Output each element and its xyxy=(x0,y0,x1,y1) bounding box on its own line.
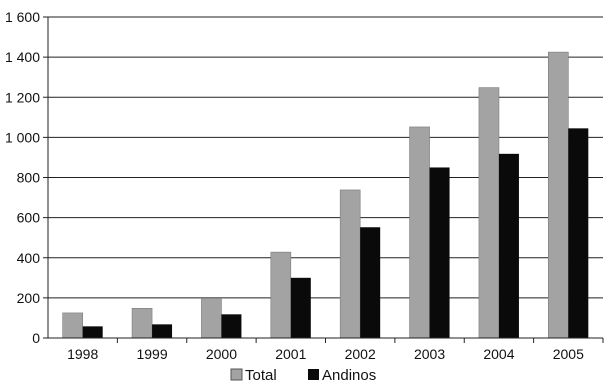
bars xyxy=(62,51,589,339)
legend-swatch-andinos xyxy=(308,369,319,380)
bar-total-2000 xyxy=(201,297,222,339)
bar-andinos-2000 xyxy=(221,314,242,338)
bar-andinos-1999 xyxy=(152,324,173,338)
bar-total-1999 xyxy=(131,308,153,339)
x-tick-label: 1998 xyxy=(67,346,98,362)
bar-total-2002 xyxy=(339,189,361,339)
axes xyxy=(43,16,604,343)
bar-andinos-1998 xyxy=(82,326,103,338)
bar-total-2005 xyxy=(548,51,569,339)
bar-total-2001 xyxy=(270,251,292,339)
bar-total-2004 xyxy=(478,87,500,339)
x-tick-label: 1999 xyxy=(136,346,167,362)
x-tick-labels: 1998 1999 2000 2001 2002 2003 2004 2005 xyxy=(67,346,584,362)
y-tick-label: 400 xyxy=(17,250,41,266)
bar-andinos-2004 xyxy=(498,153,519,338)
y-tick-labels: 0 200 400 600 800 1 000 1 200 1 400 1 600 xyxy=(5,9,40,346)
legend-label-andinos: Andinos xyxy=(322,367,376,384)
bar-andinos-2003 xyxy=(429,167,450,338)
bar-andinos-2002 xyxy=(360,227,381,338)
y-tick-label: 600 xyxy=(17,210,41,226)
y-tick-label: 1 400 xyxy=(5,49,40,65)
x-tick-label: 2002 xyxy=(345,346,376,362)
x-tick-label: 2003 xyxy=(414,346,445,362)
x-tick-label: 2000 xyxy=(206,346,237,362)
x-tick-label: 2004 xyxy=(483,346,514,362)
y-tick-label: 1 000 xyxy=(5,129,40,145)
y-tick-label: 200 xyxy=(17,290,41,306)
x-tick-label: 2005 xyxy=(553,346,584,362)
legend: Total Andinos xyxy=(230,367,376,384)
y-tick-label: 0 xyxy=(32,330,40,346)
bar-total-2003 xyxy=(409,126,430,339)
y-tick-label: 800 xyxy=(17,170,41,186)
legend-swatch-total xyxy=(230,368,243,381)
x-tick-label: 2001 xyxy=(275,346,306,362)
legend-label-total: Total xyxy=(245,367,277,384)
gridlines xyxy=(48,16,603,299)
bar-total-1998 xyxy=(62,312,83,339)
y-tick-label: 1 600 xyxy=(5,9,40,25)
bar-andinos-2005 xyxy=(568,128,589,338)
bar-andinos-2001 xyxy=(290,277,311,338)
y-tick-label: 1 200 xyxy=(5,89,40,105)
